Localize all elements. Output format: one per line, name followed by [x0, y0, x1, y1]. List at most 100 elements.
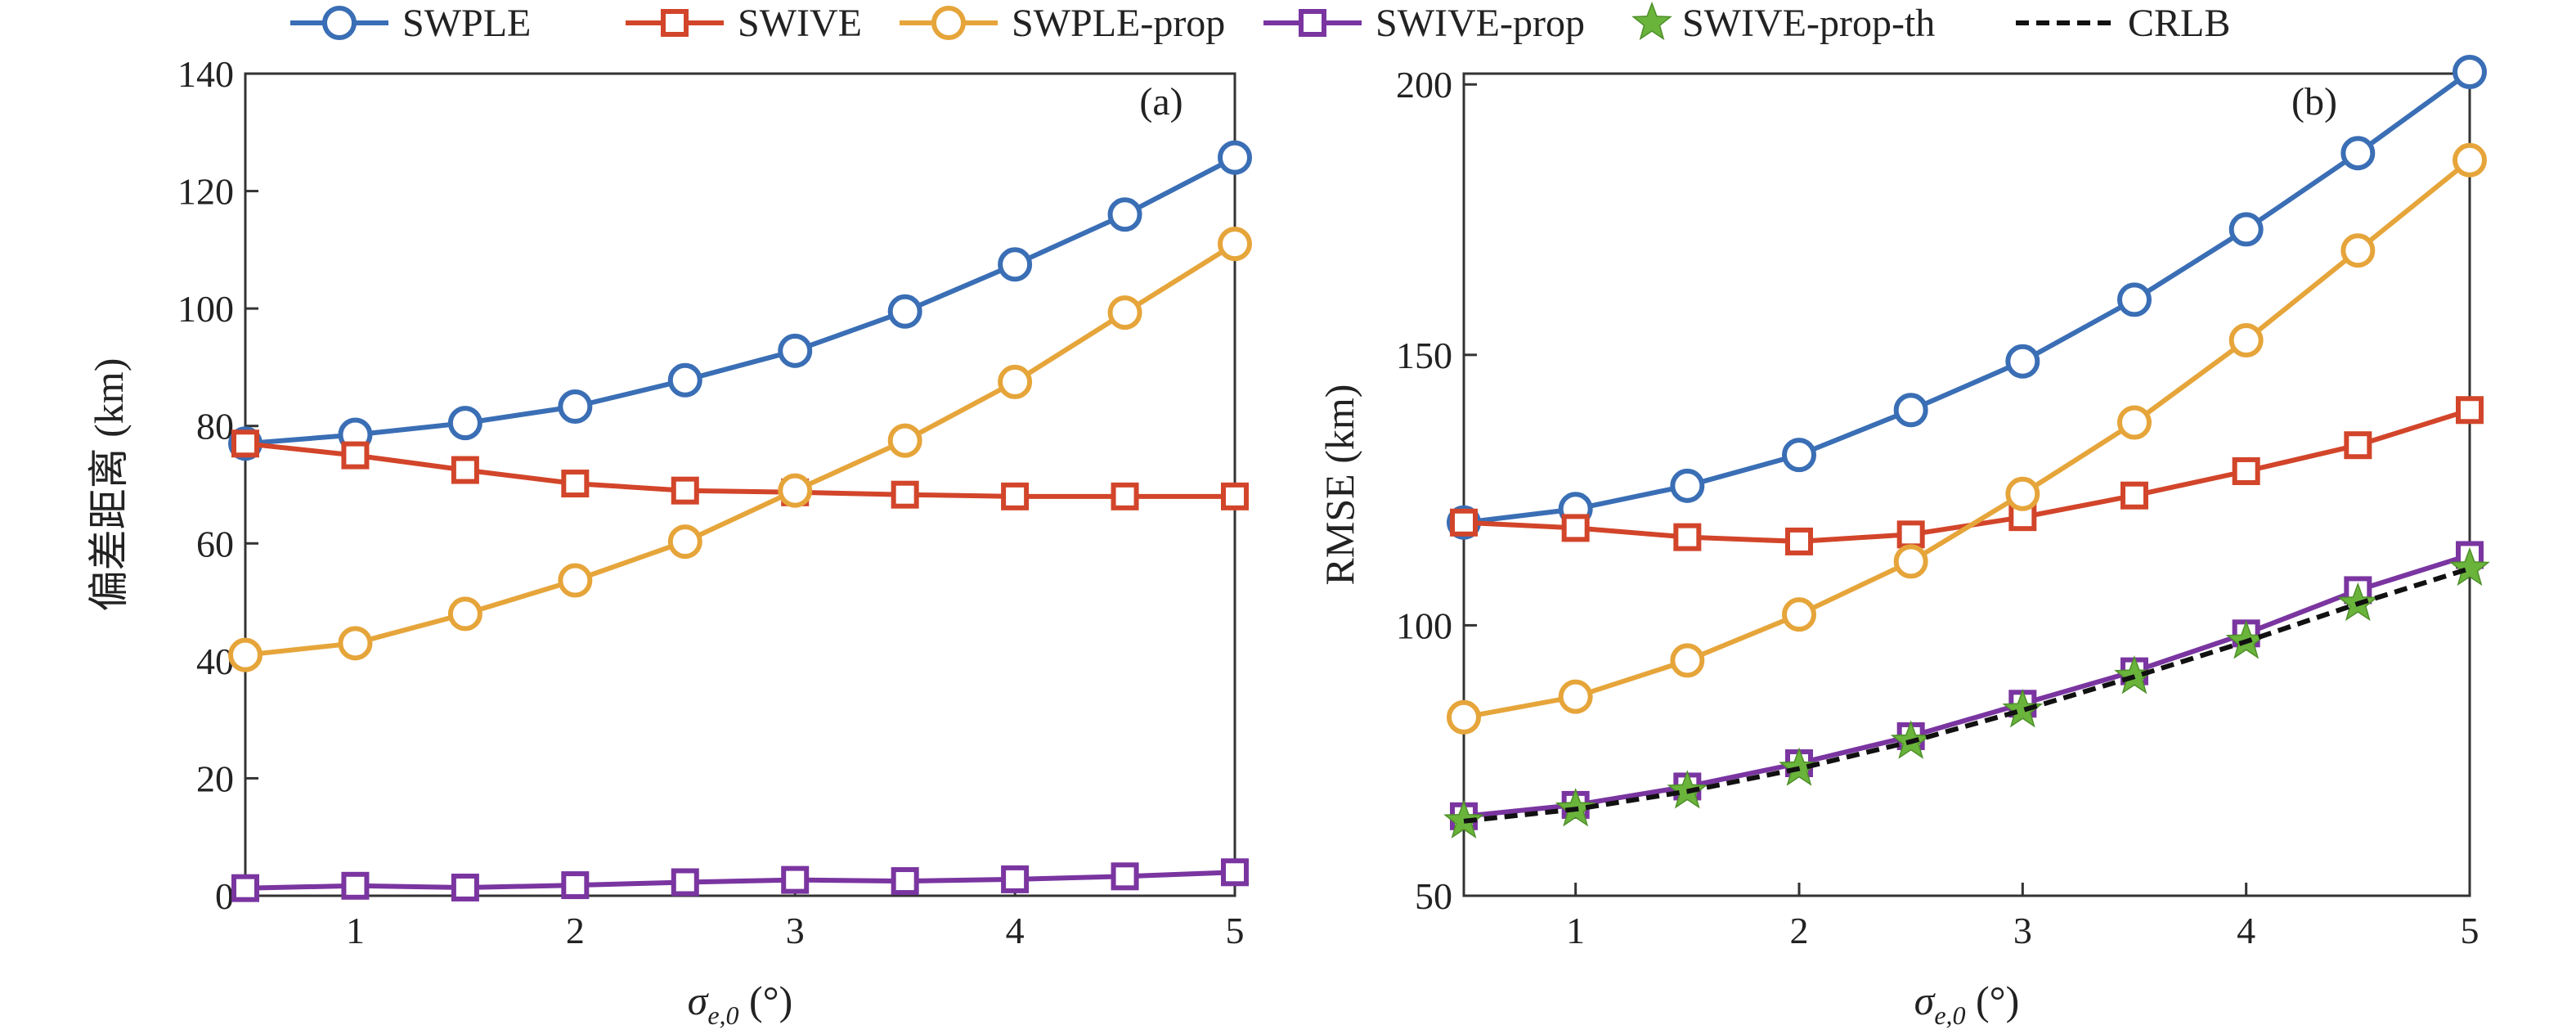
panel-b-point-swple-prop-2	[1670, 643, 1705, 678]
panel-b-point-swple-3	[1782, 438, 1816, 473]
panel-a-y-tick-label-120: 120	[177, 171, 234, 213]
legend-marker-swive	[661, 9, 689, 37]
panel-b-point-swive-6	[2120, 481, 2148, 510]
panel-b-y-tick-label-150: 150	[1396, 335, 1452, 376]
panel-b-point-swive-5	[2008, 503, 2037, 532]
panel-a-point-swive-prop-7	[1001, 865, 1030, 893]
panel-a-x-tick-label-3: 3	[786, 910, 805, 951]
panel-a-series-line-swple	[245, 155, 1236, 447]
panel-b-point-swive-8	[2344, 431, 2372, 460]
panel-b-point-swive-3	[1785, 527, 1813, 555]
legend: SWPLE SWIVE SWPLE-prop SWIVE-prop SWIVE-prop…	[290, 1, 2230, 45]
panel-a-point-swple-2	[447, 406, 482, 441]
panel-b-point-swple-5	[2005, 344, 2040, 379]
panel-a-series-swple-prop	[228, 227, 1252, 672]
panel-a-x-tick-label-5: 5	[1226, 910, 1245, 951]
panel-b-point-swive-prop-th-5	[2002, 689, 2044, 728]
panel-b-series-crlb	[1463, 566, 2471, 824]
panel-a-point-swive-3	[561, 470, 590, 498]
legend-label-swive-prop-th: SWIVE-prop-th	[1682, 2, 1935, 45]
panel-a-series-line-swple-prop	[245, 241, 1236, 658]
panel-a-x-axis-label-unit: (°)	[739, 978, 793, 1023]
panel-b-point-swple-7	[2228, 212, 2264, 247]
panel-b-x-tick-label-2: 2	[1790, 910, 1809, 951]
panel-a-point-swive-prop-5	[781, 865, 810, 894]
panel-a-point-swive-1	[341, 441, 370, 470]
panel-b-x-tick-label-5: 5	[2461, 910, 2480, 951]
panel-a-x-axis-label-sub: e,0	[707, 1000, 738, 1030]
legend-item-crlb: CRLB	[2016, 2, 2230, 45]
panel-a-x-tick-label-2: 2	[566, 910, 585, 951]
panel-a-series-swive-prop	[231, 858, 1249, 902]
panel-a-x-axis-label-main: σ	[688, 978, 710, 1023]
panel-a-point-swple-4	[667, 362, 702, 398]
panel-a-point-swive-prop-6	[891, 867, 919, 896]
legend-item-swive-prop: SWIVE-prop	[1263, 2, 1585, 45]
legend-item-swple: SWPLE	[290, 2, 531, 45]
panel-a-plot-frame	[244, 72, 1236, 897]
panel-a-point-swple-9	[1218, 140, 1252, 175]
panel-b-point-swple-prop-8	[2340, 233, 2376, 268]
panel-a-point-swple-6	[887, 294, 922, 329]
panel-a-point-swple-prop-5	[778, 473, 813, 508]
panel-b-y-tick-label-100: 100	[1396, 605, 1452, 646]
panel-a-point-swive-8	[1111, 482, 1139, 510]
panel-a-point-swive-6	[891, 480, 919, 509]
panel-b-point-swive-1	[1561, 514, 1590, 542]
panel-b-point-swple-prop-9	[2453, 142, 2487, 178]
legend-marker-swple-prop	[931, 6, 966, 40]
panel-b-series-swple-prop	[1447, 142, 2487, 735]
panel-b-series-line-crlb	[1463, 566, 2471, 824]
panel-b-point-swive-0	[1450, 508, 1478, 537]
panel-b-point-swple-prop-5	[2005, 476, 2040, 511]
panel-b-y-tick-label-200: 200	[1396, 64, 1452, 106]
panel-a-y-tick-label-60: 60	[196, 523, 234, 564]
panel-a-y-tick-label-140: 140	[177, 53, 234, 95]
legend-label-swple-prop: SWPLE-prop	[1012, 2, 1225, 45]
panel-a-y-tick-label-0: 0	[215, 875, 234, 917]
panel-b-point-swple-prop-0	[1447, 699, 1481, 735]
panel-b-point-swple-prop-7	[2228, 322, 2264, 357]
panel-b-point-swive-9	[2456, 396, 2484, 425]
panel-b-y-axis-label: RMSE (km)	[1317, 384, 1362, 586]
panel-b-point-swive-prop-th-9	[2449, 546, 2490, 587]
panel-b-point-swple-prop-1	[1558, 679, 1593, 714]
panel-b-x-axis-label-unit: (°)	[1966, 978, 2020, 1023]
panel-a-point-swple-prop-4	[667, 524, 702, 560]
panel-b-series-line-swple	[1463, 70, 2471, 525]
legend-marker-swive-prop-th	[1631, 1, 1672, 41]
panel-a-y-axis-label: 偏差距离 (km)	[86, 358, 132, 612]
panel-b-x-tick-label-1: 1	[1566, 910, 1585, 951]
panel-a-y-tick-label-100: 100	[177, 288, 234, 330]
panel-b-point-swple-prop-4	[1893, 544, 1928, 579]
panel-a-series-swple	[228, 140, 1252, 461]
panel-b-x-axis-label-sub: e,0	[1934, 1000, 1965, 1030]
panel-b-point-swive-7	[2232, 456, 2260, 485]
panel-b-point-swple-8	[2340, 136, 2376, 171]
panel-b-point-swive-2	[1673, 523, 1702, 551]
panel-a-series-line-swive	[245, 441, 1235, 499]
panel-a-point-swive-prop-9	[1221, 858, 1249, 887]
legend-label-swive-prop: SWIVE-prop	[1376, 2, 1585, 45]
panel-a-series-line-swive-prop	[245, 870, 1236, 891]
legend-label-swple: SWPLE	[402, 2, 531, 45]
panel-a-point-swple-prop-2	[447, 596, 482, 632]
panel-a-x-axis-label: σe,0 (°)	[688, 978, 793, 1030]
panel-b-series-line-swive-prop	[1463, 552, 2471, 819]
panel-b-x-axis-label: σe,0 (°)	[1914, 978, 2020, 1030]
panel-a-point-swive-prop-4	[671, 868, 699, 897]
panel-b-point-swple-prop-3	[1782, 597, 1816, 632]
panel-a-y-tick-label-40: 40	[196, 641, 234, 682]
panel-a-y-tick-label-80: 80	[196, 406, 234, 447]
panel-b-x-tick-label-3: 3	[2013, 910, 2032, 951]
panel-b-y-tick-label-50: 50	[1415, 875, 1452, 917]
panel-a-point-swive-prop-1	[341, 871, 370, 900]
panel-a-point-swive-7	[1001, 482, 1030, 510]
panel-b-point-swple-9	[2453, 55, 2487, 90]
panel-a-point-swple-prop-9	[1218, 227, 1252, 262]
panel-a-point-swple-7	[998, 247, 1033, 282]
panel-a-point-swple-8	[1107, 197, 1142, 232]
panel-b-point-swple-2	[1670, 468, 1705, 503]
legend-item-swive: SWIVE	[626, 2, 862, 45]
